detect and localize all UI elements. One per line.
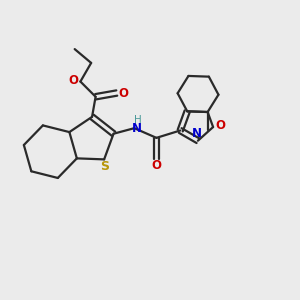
Text: O: O <box>118 86 128 100</box>
Text: O: O <box>216 119 226 132</box>
Text: O: O <box>152 159 161 172</box>
Text: S: S <box>100 160 109 173</box>
Text: N: N <box>132 122 142 135</box>
Text: N: N <box>191 127 201 140</box>
Text: O: O <box>68 74 78 87</box>
Text: H: H <box>134 115 142 125</box>
